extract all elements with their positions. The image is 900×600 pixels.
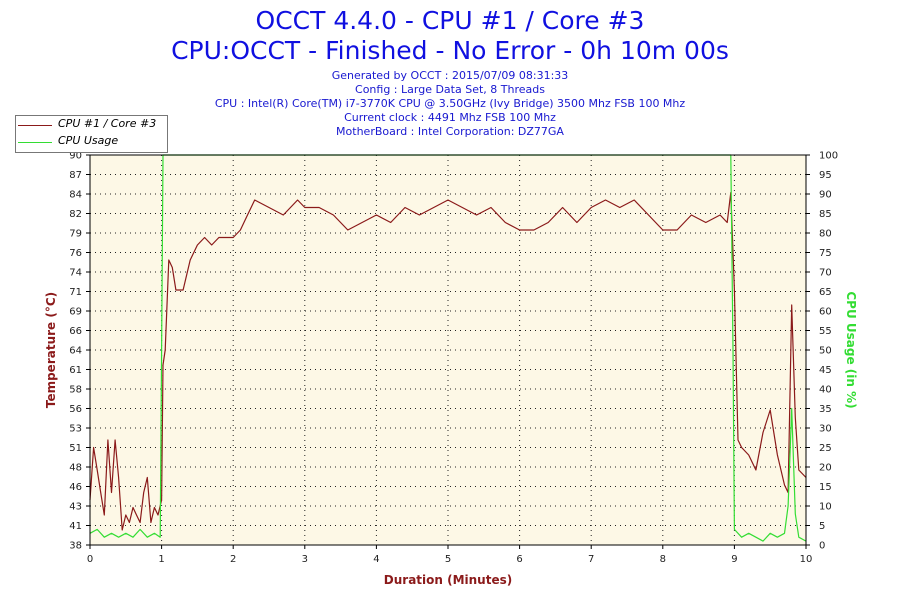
y-tick-label: 41 — [69, 521, 82, 532]
y-tick-label: 74 — [69, 268, 82, 279]
y-tick-label: 43 — [69, 502, 82, 513]
plot-border — [89, 154, 807, 546]
x-tick-label: 3 — [302, 554, 308, 565]
y2-tick-label: 35 — [819, 404, 832, 415]
y2-tick-label: 0 — [819, 541, 825, 552]
y2-tick-label: 15 — [819, 482, 832, 493]
y2-tick-label: 50 — [819, 346, 832, 357]
series-line-temperature — [89, 191, 807, 531]
x-tick-label: 8 — [660, 554, 666, 565]
y-tick-label: 48 — [69, 463, 82, 474]
y-tick-label: 76 — [69, 248, 82, 259]
chart-legend: CPU #1 / Core #3 CPU Usage — [15, 115, 168, 153]
x-tick-label: 1 — [158, 554, 164, 565]
y2-tick-label: 85 — [819, 209, 832, 220]
y-tick-label: 38 — [69, 541, 82, 552]
y-tick-label: 64 — [69, 346, 82, 357]
y-tick-label: 84 — [69, 190, 82, 201]
chart-subtitle: CPU:OCCT - Finished - No Error - 0h 10m … — [171, 36, 729, 65]
y-axis-title: Temperature (°C) — [44, 292, 58, 408]
y2-tick-label: 90 — [819, 190, 832, 201]
y-tick-label: 53 — [69, 424, 82, 435]
y2-tick-label: 95 — [819, 170, 832, 181]
y-tick-label: 66 — [69, 326, 82, 337]
x-tick-label: 10 — [800, 554, 813, 565]
y2-tick-label: 75 — [819, 248, 832, 259]
x-tick-label: 4 — [373, 554, 379, 565]
y-tick-label: 56 — [69, 404, 82, 415]
legend-swatch-temperature — [18, 125, 52, 126]
x-tick-label: 5 — [445, 554, 451, 565]
y-tick-label: 69 — [69, 307, 82, 318]
y2-tick-label: 55 — [819, 326, 832, 337]
legend-label-usage: CPU Usage — [58, 134, 119, 147]
info-generated: Generated by OCCT : 2015/07/09 08:31:33 — [331, 69, 569, 82]
y2-tick-label: 5 — [819, 521, 825, 532]
y-tick-label: 82 — [69, 209, 82, 220]
chart-title: OCCT 4.4.0 - CPU #1 / Core #3 — [255, 6, 645, 35]
y2-tick-label: 10 — [819, 502, 832, 513]
info-clock: Current clock : 4491 Mhz FSB 100 Mhz — [344, 111, 556, 124]
legend-label-temperature: CPU #1 / Core #3 — [58, 117, 157, 130]
y-tick-label: 61 — [69, 365, 82, 376]
y-tick-label: 51 — [69, 443, 82, 454]
legend-swatch-usage — [18, 142, 52, 143]
y2-tick-label: 70 — [819, 268, 832, 279]
y2-axis-title: CPU Usage (in %) — [844, 291, 858, 408]
y-tick-label: 58 — [69, 385, 82, 396]
info-motherboard: MotherBoard : Intel Corporation: DZ77GA — [336, 125, 564, 138]
x-tick-label: 9 — [731, 554, 737, 565]
info-cpu: CPU : Intel(R) Core(TM) i7-3770K CPU @ 3… — [214, 97, 686, 110]
y2-tick-label: 45 — [819, 365, 832, 376]
x-axis-title: Duration (Minutes) — [384, 573, 512, 587]
y-tick-label: 90 — [69, 151, 82, 162]
y2-tick-label: 40 — [819, 385, 832, 396]
y-tick-label: 46 — [69, 482, 82, 493]
x-tick-label: 7 — [588, 554, 594, 565]
x-tick-label: 6 — [516, 554, 522, 565]
y2-tick-label: 60 — [819, 307, 832, 318]
y2-tick-label: 25 — [819, 443, 832, 454]
x-tick-label: 0 — [87, 554, 93, 565]
x-tick-label: 2 — [230, 554, 236, 565]
y2-tick-label: 80 — [819, 229, 832, 240]
y2-tick-label: 20 — [819, 463, 832, 474]
y2-tick-label: 100 — [819, 151, 838, 162]
info-config: Config : Large Data Set, 8 Threads — [355, 83, 545, 96]
y-tick-label: 87 — [69, 170, 82, 181]
y2-tick-label: 65 — [819, 287, 832, 298]
y2-tick-label: 30 — [819, 424, 832, 435]
y-tick-label: 79 — [69, 229, 82, 240]
y-tick-label: 71 — [69, 287, 82, 298]
